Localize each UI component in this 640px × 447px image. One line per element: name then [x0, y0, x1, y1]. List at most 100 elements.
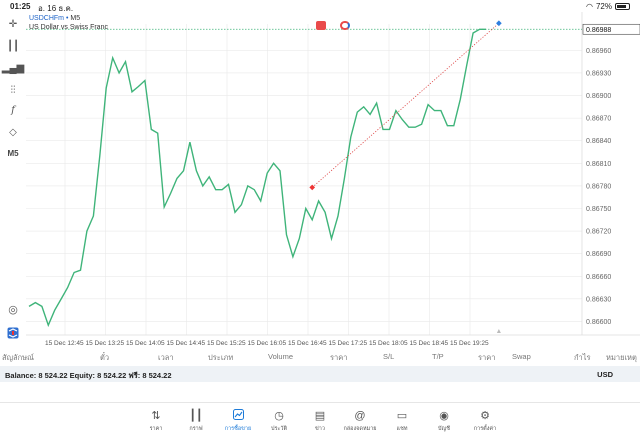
y-tick-label: 0.86780	[586, 183, 611, 190]
chat-icon: ▭	[396, 410, 408, 422]
battery-percent: 72%	[595, 2, 612, 11]
tab-chat[interactable]: ▭ แชท	[382, 409, 422, 433]
tab-trade[interactable]: การซื้อขาย	[218, 409, 258, 433]
table-header-cell[interactable]: S/L	[383, 352, 395, 361]
y-tick-label: 0.86750	[586, 206, 611, 213]
balance-bar: Balance: 8 524.22 Equity: 8 524.22 ฟรี: …	[0, 366, 640, 382]
bottom-tab-bar: ⇅ ราคา ┃┃ กราฟ การซื้อขาย ◷ ประวัติ ▤ ข่าว @ กล่อง…	[0, 402, 640, 447]
trades-table-header: สัญลักษณ์ ตั๋ว เวลา ประเภท Volume ราคา S/L T/P ร…	[0, 350, 640, 362]
current-price-box	[582, 23, 640, 35]
timeframe-button[interactable]: M5	[7, 148, 19, 158]
trade-connector-line	[311, 22, 500, 188]
table-header-cell[interactable]: ราคา	[330, 353, 348, 362]
time-cursor-marker	[496, 329, 501, 333]
table-header-cell[interactable]: Volume	[268, 352, 294, 361]
tab-label: แชท	[396, 426, 408, 432]
x-tick-label: 15 Dec 13:25	[86, 340, 125, 347]
x-tick-label: 15 Dec 16:45	[288, 340, 327, 347]
y-tick-label: 0.86600	[586, 319, 611, 326]
trade-chart-svg	[232, 409, 244, 420]
balance-currency: USD	[597, 370, 613, 379]
indicators-icon[interactable]: ⫶⫶	[10, 84, 16, 96]
y-tick-label: 0.86660	[586, 274, 611, 281]
table-header-cell[interactable]: สัญลักษณ์	[2, 353, 35, 362]
status-right: ◠ 72%	[586, 2, 630, 11]
y-tick-label: 0.86720	[586, 229, 611, 236]
tab-mailbox[interactable]: @ กล่องจดหมาย	[340, 409, 380, 433]
account-icon: ◉	[439, 410, 449, 422]
trade-entry-marker	[309, 184, 316, 191]
tab-label: ประวัติ	[270, 426, 288, 432]
symbol-name: USDCHFm	[29, 15, 64, 22]
y-tick-label: 0.86690	[586, 251, 611, 258]
battery-icon	[615, 3, 630, 10]
quotes-icon: ⇅	[151, 410, 161, 422]
x-tick-label: 15 Dec 18:05	[369, 340, 408, 347]
y-tick-label: 0.86930	[586, 70, 611, 77]
trade-panel-svg	[7, 327, 19, 339]
price-chart[interactable]: 0.86960 0.86930 0.86900 0.86870 0.86840 0.868…	[26, 12, 640, 347]
x-tick-label: 15 Dec 12:45	[45, 340, 84, 347]
function-icon[interactable]: f	[11, 104, 15, 116]
chart-candle-icon: ┃┃	[189, 410, 203, 422]
sell-flag-icon[interactable]	[316, 21, 326, 30]
settings-icon: ⚙	[480, 410, 490, 422]
status-bar: 01:25 อ. 16 ธ.ค. ◠ 72%	[0, 0, 640, 13]
table-header-cell[interactable]: ตั๋ว	[100, 353, 110, 362]
x-tick-label: 15 Dec 17:25	[329, 340, 368, 347]
wifi-icon: ◠	[586, 2, 593, 11]
tab-label: ข่าว	[315, 426, 325, 432]
y-tick-label: 0.86840	[586, 138, 611, 145]
trade-panel-icon[interactable]	[6, 327, 20, 339]
tab-label: การตั้งค่า	[473, 426, 497, 432]
tab-label: บัญชี	[438, 426, 450, 432]
tab-account[interactable]: ◉ บัญชี	[424, 409, 464, 433]
y-tick-label: 0.86900	[586, 93, 611, 100]
x-tick-label: 15 Dec 15:25	[207, 340, 246, 347]
x-tick-label: 15 Dec 18:45	[410, 340, 449, 347]
tab-news[interactable]: ▤ ข่าว	[300, 409, 340, 433]
status-date: อ. 16 ธ.ค.	[38, 4, 74, 13]
table-header-cell[interactable]: หมายเหตุ	[606, 353, 637, 362]
table-header-cell[interactable]: Swap	[512, 352, 531, 361]
x-tick-label: 15 Dec 19:25	[450, 340, 489, 347]
x-tick-label: 15 Dec 14:45	[167, 340, 206, 347]
trade-exit-marker	[496, 20, 502, 27]
candlestick-icon[interactable]: ┃┃	[6, 40, 20, 52]
bar-chart-icon[interactable]: ▂▄▆	[1, 62, 25, 74]
x-tick-label: 15 Dec 16:05	[248, 340, 287, 347]
separator-dot: •	[65, 15, 69, 22]
symbol-description: US Dollar vs Swiss Franc	[29, 24, 108, 31]
tab-label: ราคา	[149, 426, 163, 432]
one-click-trading-icon[interactable]: ◎	[8, 303, 18, 316]
mailbox-icon: @	[354, 410, 366, 422]
table-header-cell[interactable]: ราคา	[478, 353, 496, 362]
x-tick-label: 15 Dec 14:05	[126, 340, 165, 347]
price-line	[28, 28, 486, 328]
tab-history[interactable]: ◷ ประวัติ	[259, 409, 299, 433]
tab-settings[interactable]: ⚙ การตั้งค่า	[465, 409, 505, 433]
table-header-cell[interactable]: เวลา	[158, 353, 174, 362]
balance-text: Balance: 8 524.22 Equity: 8 524.22 ฟรี: …	[5, 371, 172, 380]
y-tick-label: 0.86810	[586, 161, 611, 168]
y-tick-label: 0.86870	[586, 116, 611, 123]
current-price-label: 0.86988	[586, 27, 611, 34]
one-click-icon[interactable]	[340, 21, 350, 30]
table-header-cell[interactable]: กำไร	[574, 353, 591, 362]
news-icon: ▤	[314, 410, 326, 422]
tab-label: การซื้อขาย	[224, 426, 252, 432]
chart-area[interactable]: 0.86960 0.86930 0.86900 0.86870 0.86840 0.868…	[26, 12, 640, 347]
tab-chart-candle[interactable]: ┃┃ กราฟ	[176, 409, 216, 433]
tab-label: กราฟ	[189, 426, 203, 432]
tab-quotes[interactable]: ⇅ ราคา	[136, 409, 176, 433]
table-header-cell[interactable]: T/P	[432, 352, 444, 361]
symbol-timeframe: M5	[70, 15, 81, 22]
history-icon: ◷	[274, 410, 284, 422]
objects-icon[interactable]: ◇	[9, 126, 17, 138]
tab-label: กล่องจดหมาย	[343, 426, 377, 432]
y-tick-label: 0.86960	[586, 48, 611, 55]
crosshair-icon[interactable]: ✛	[8, 18, 18, 30]
y-tick-label: 0.86630	[586, 296, 611, 303]
table-header-cell[interactable]: ประเภท	[208, 353, 234, 362]
status-time: 01:25	[10, 2, 31, 11]
